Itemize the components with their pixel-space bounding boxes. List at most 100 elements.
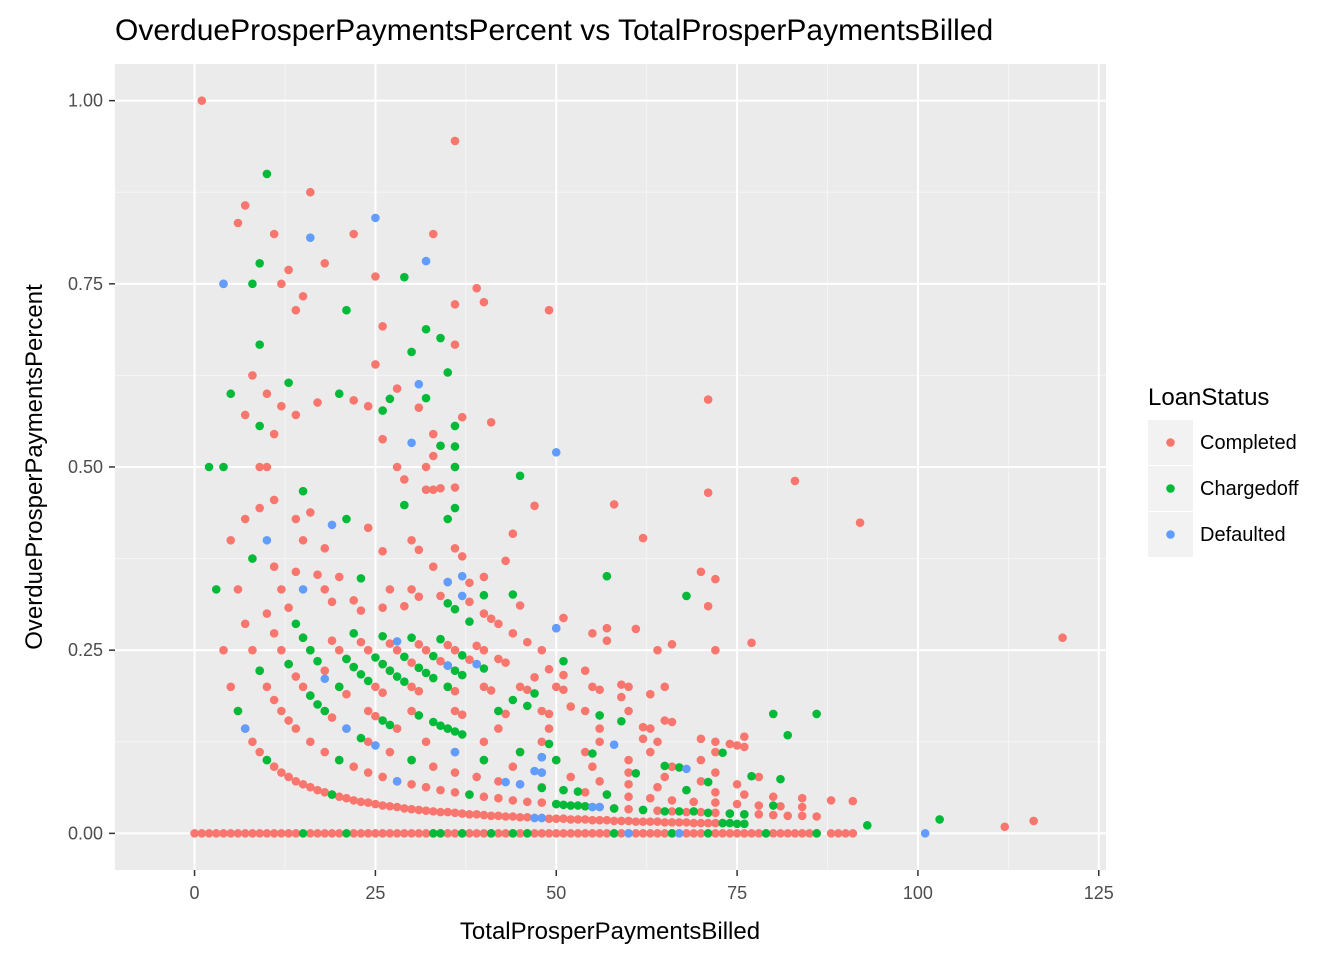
data-point	[298, 486, 308, 496]
data-point	[494, 793, 503, 803]
data-point	[508, 812, 518, 821]
data-point	[689, 807, 698, 816]
data-point	[190, 829, 199, 838]
data-point	[523, 685, 532, 695]
data-point	[537, 813, 547, 823]
data-point	[580, 815, 590, 824]
data-point	[530, 672, 539, 682]
data-point	[718, 829, 727, 838]
data-point	[385, 585, 395, 594]
data-point	[797, 802, 807, 812]
data-point	[450, 829, 460, 838]
data-point	[443, 661, 453, 670]
data-point	[443, 829, 453, 838]
data-point	[472, 283, 481, 293]
data-point	[768, 810, 778, 820]
data-point	[566, 702, 576, 711]
data-point	[378, 603, 387, 612]
data-point	[682, 785, 691, 795]
data-point	[378, 406, 387, 415]
data-point	[711, 798, 720, 807]
data-point	[682, 591, 691, 601]
data-point	[320, 674, 330, 684]
data-point	[479, 645, 489, 655]
data-point	[392, 645, 402, 655]
data-point	[443, 807, 453, 817]
data-point	[334, 755, 344, 765]
data-point	[248, 279, 257, 289]
data-point	[790, 829, 800, 838]
data-point	[530, 813, 539, 823]
data-point	[595, 777, 604, 786]
data-point	[588, 629, 597, 638]
data-point	[378, 688, 387, 697]
data-point	[580, 747, 590, 757]
data-point	[645, 817, 655, 826]
data-point	[414, 403, 424, 412]
data-point	[313, 700, 322, 709]
data-point	[740, 732, 749, 741]
data-point	[371, 829, 380, 838]
data-point	[421, 324, 431, 334]
data-point	[385, 829, 395, 838]
data-point	[436, 591, 445, 601]
data-point	[428, 651, 438, 661]
data-point	[450, 136, 460, 146]
data-point	[262, 462, 272, 472]
data-point	[573, 815, 583, 824]
data-point	[660, 818, 670, 827]
data-point	[479, 737, 489, 747]
data-point	[342, 793, 351, 803]
data-point	[400, 272, 409, 282]
data-point	[580, 666, 590, 675]
data-point	[392, 802, 402, 812]
data-point	[537, 737, 547, 747]
y-tick-label: 0.50	[68, 457, 103, 477]
data-point	[436, 441, 445, 451]
data-point	[588, 749, 597, 758]
points-layer	[190, 96, 1067, 838]
data-point	[812, 829, 821, 838]
series-chargedoff	[204, 169, 944, 838]
data-point	[356, 637, 366, 647]
data-point	[1029, 816, 1038, 826]
data-point	[356, 829, 366, 838]
data-point	[566, 815, 576, 824]
data-point	[421, 645, 431, 655]
y-axis-title: OverdueProsperPaymentsPercent	[21, 284, 48, 650]
data-point	[559, 656, 568, 666]
data-point	[450, 503, 460, 513]
data-point	[327, 829, 337, 838]
data-point	[747, 829, 756, 838]
data-point	[291, 305, 301, 315]
data-point	[392, 384, 402, 393]
data-point	[327, 790, 337, 799]
data-point	[682, 818, 691, 827]
data-point	[269, 829, 279, 838]
legend-label: Defaulted	[1200, 524, 1286, 546]
data-point	[363, 768, 373, 777]
data-point	[674, 829, 684, 838]
data-point	[298, 585, 308, 594]
data-point	[544, 814, 554, 824]
data-point	[327, 597, 337, 607]
data-point	[342, 514, 351, 524]
data-point	[421, 393, 431, 403]
data-point	[580, 706, 590, 716]
data-point	[544, 829, 554, 838]
data-point	[436, 721, 445, 730]
data-point	[450, 442, 460, 451]
data-point	[653, 737, 662, 747]
data-point	[624, 768, 633, 777]
data-point	[284, 716, 293, 725]
data-point	[392, 777, 402, 786]
data-point	[277, 768, 286, 777]
data-point	[645, 724, 655, 733]
data-point	[262, 169, 272, 179]
data-point	[262, 829, 272, 838]
data-point	[667, 818, 677, 827]
data-point	[602, 636, 612, 645]
data-point	[320, 544, 330, 553]
data-point	[248, 737, 257, 747]
data-point	[269, 629, 279, 638]
